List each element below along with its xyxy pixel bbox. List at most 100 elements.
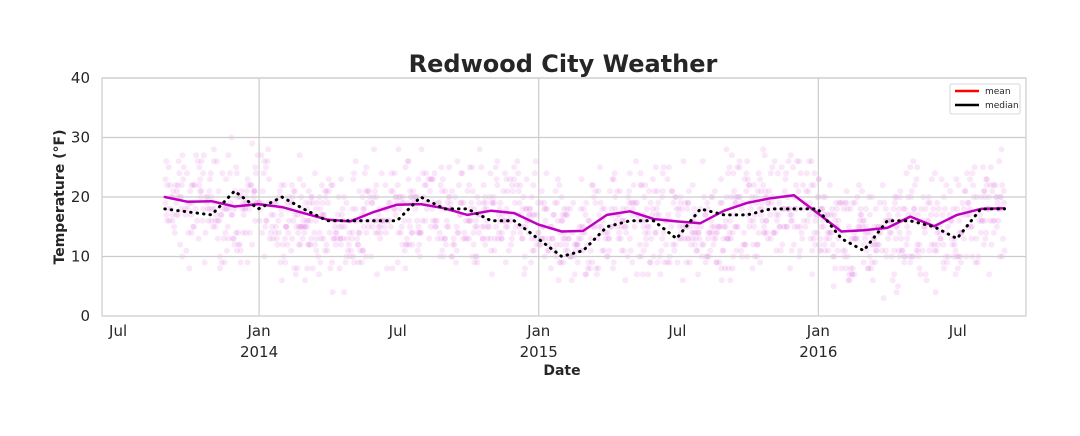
- scatter-point: [292, 271, 299, 278]
- scatter-point: [220, 205, 227, 212]
- scatter-point: [754, 241, 761, 248]
- scatter-point: [384, 265, 390, 272]
- scatter-point: [574, 241, 580, 248]
- scatter-point: [300, 217, 307, 224]
- scatter-point: [750, 217, 757, 224]
- scatter-point: [331, 223, 338, 230]
- scatter-point: [606, 235, 613, 242]
- scatter-point: [439, 176, 446, 183]
- scatter-point: [692, 241, 698, 248]
- scatter-point: [404, 158, 411, 165]
- scatter-point: [359, 247, 366, 254]
- scatter-point: [676, 223, 683, 230]
- scatter-point: [954, 265, 961, 272]
- plot-area-frame: [101, 77, 1027, 317]
- scatter-point: [504, 188, 511, 195]
- scatter-point: [593, 265, 600, 272]
- scatter-point: [659, 235, 666, 242]
- scatter-point: [341, 223, 348, 230]
- scatter-point: [550, 211, 557, 218]
- scatter-point: [200, 205, 207, 212]
- scatter-point: [574, 259, 581, 266]
- scatter-point: [546, 235, 553, 242]
- scatter-point: [715, 223, 721, 230]
- scatter-point: [414, 247, 421, 254]
- scatter-point: [340, 235, 347, 242]
- scatter-point: [713, 259, 720, 266]
- scatter-point: [806, 211, 813, 218]
- scatter-point: [387, 188, 394, 195]
- scatter-point: [564, 211, 571, 218]
- scatter-point: [881, 199, 888, 206]
- scatter-point: [859, 188, 865, 195]
- scatter-point: [335, 211, 341, 218]
- scatter-point: [849, 199, 856, 206]
- scatter-point: [184, 170, 190, 177]
- scatter-point: [548, 265, 554, 272]
- scatter-point: [691, 205, 698, 212]
- scatter-point: [723, 146, 730, 153]
- scatter-point: [595, 188, 602, 195]
- scatter-point: [513, 182, 520, 189]
- scatter-point: [649, 211, 656, 218]
- scatter-point: [855, 223, 862, 230]
- scatter-point: [196, 182, 203, 189]
- scatter-point: [617, 235, 624, 242]
- x-tick-label: Jul: [667, 322, 686, 340]
- scatter-point: [796, 158, 803, 165]
- scatter-point: [266, 176, 272, 183]
- scatter-point: [553, 241, 560, 248]
- scatter-point: [990, 217, 997, 224]
- scatter-point: [761, 229, 768, 236]
- scatter-point: [600, 247, 607, 254]
- scatter-point: [431, 170, 438, 177]
- scatter-point: [887, 217, 894, 224]
- scatter-point: [225, 152, 232, 159]
- scatter-point: [829, 205, 836, 212]
- scatter-point: [872, 247, 879, 254]
- scatter-point: [391, 205, 398, 212]
- scatter-point: [768, 199, 775, 206]
- scatter-point: [180, 176, 187, 183]
- scatter-point: [517, 182, 524, 189]
- scatter-point: [831, 211, 838, 218]
- scatter-point: [662, 241, 669, 248]
- scatter-point: [450, 235, 457, 242]
- scatter-point: [175, 158, 182, 165]
- scatter-point: [279, 241, 286, 248]
- y-tick-label: 40: [71, 69, 90, 87]
- scatter-point: [819, 205, 826, 212]
- scatter-point: [523, 205, 530, 212]
- scatter-point: [512, 199, 518, 206]
- scatter-point: [898, 247, 905, 254]
- scatter-point: [926, 247, 933, 254]
- scatter-point: [720, 247, 727, 254]
- scatter-point: [671, 247, 678, 254]
- scatter-point: [820, 223, 827, 230]
- scatter-point: [403, 241, 410, 248]
- scatter-point: [560, 259, 567, 266]
- scatter-point: [198, 188, 205, 195]
- scatter-point: [292, 211, 299, 218]
- scatter-point: [973, 235, 980, 242]
- scatter-point: [181, 164, 187, 171]
- scatter-point: [598, 223, 605, 230]
- scatter-point: [731, 188, 738, 195]
- scatter-point: [800, 182, 806, 189]
- scatter-point: [934, 199, 941, 206]
- scatter-point: [787, 152, 794, 159]
- scatter-point: [212, 223, 219, 230]
- scatter-point: [361, 205, 367, 212]
- scatter-point: [936, 229, 943, 236]
- scatter-point: [412, 205, 419, 212]
- scatter-point: [465, 217, 472, 224]
- scatter-point: [960, 205, 967, 212]
- scatter-point: [538, 199, 544, 206]
- scatter-point: [751, 182, 757, 189]
- scatter-point: [607, 188, 613, 195]
- scatter-point: [511, 164, 518, 171]
- scatter-point: [938, 235, 944, 242]
- scatter-point: [163, 158, 170, 165]
- scatter-point: [767, 235, 774, 242]
- scatter-point: [789, 217, 796, 224]
